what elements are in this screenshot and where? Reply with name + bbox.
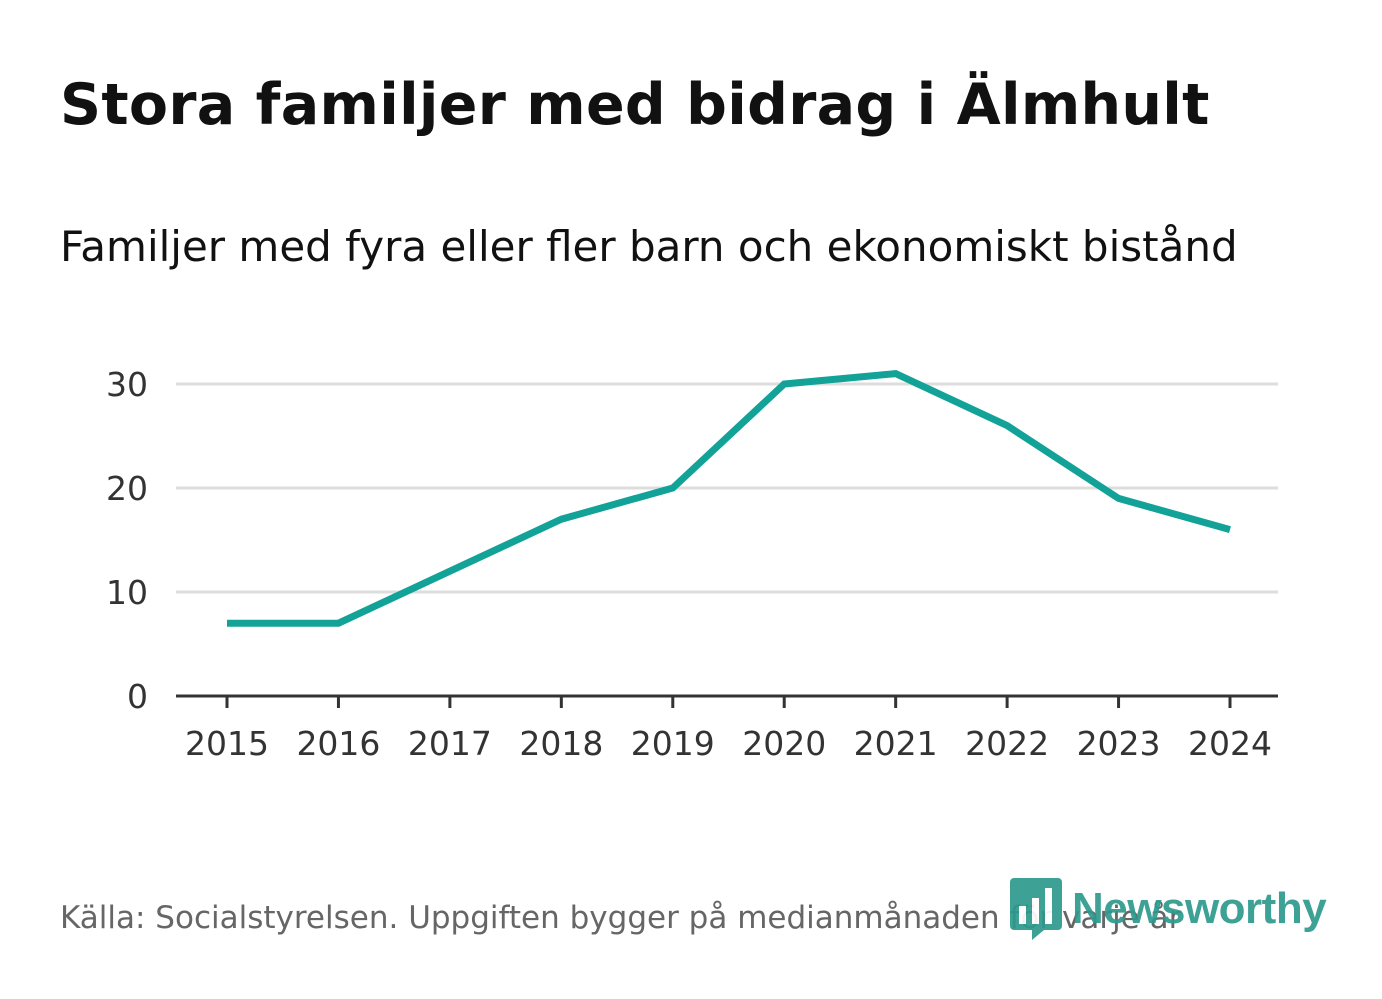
x-tick-label: 2023 — [1077, 724, 1161, 763]
x-tick-label: 2020 — [742, 724, 826, 763]
source-note: Källa: Socialstyrelsen. Uppgiften bygger… — [60, 900, 1182, 936]
x-tick-label: 2017 — [408, 724, 492, 763]
chart-title: Stora familjer med bidrag i Älmhult — [60, 72, 1210, 138]
x-tick-label: 2022 — [965, 724, 1049, 763]
y-tick-label: 10 — [106, 573, 148, 612]
x-axis-tick-labels: 2015 2016 2017 2018 2019 2020 2021 2022 2023 2024 — [185, 724, 1272, 763]
bar-chart-speech-bubble-icon — [1010, 878, 1062, 940]
brand-logo: Newsworthy — [1010, 878, 1327, 940]
series-line-0 — [227, 370, 1231, 627]
x-tick-label: 2015 — [185, 724, 269, 763]
chart-subtitle: Familjer med fyra eller fler barn och ek… — [60, 222, 1238, 271]
y-tick-label: 0 — [127, 677, 148, 716]
brand-name: Newsworthy — [1072, 884, 1327, 933]
y-tick-label: 20 — [106, 469, 148, 508]
y-tick-label: 30 — [106, 365, 148, 404]
x-tick-label: 2019 — [631, 724, 715, 763]
x-tick-label: 2018 — [519, 724, 603, 763]
x-tick-label: 2021 — [854, 724, 938, 763]
x-axis — [176, 694, 1278, 708]
series-layer — [227, 370, 1231, 627]
x-tick-label: 2024 — [1188, 724, 1272, 763]
gridlines — [176, 382, 1278, 594]
x-tick-label: 2016 — [296, 724, 380, 763]
y-axis-tick-labels: 0 10 20 30 — [106, 365, 148, 716]
